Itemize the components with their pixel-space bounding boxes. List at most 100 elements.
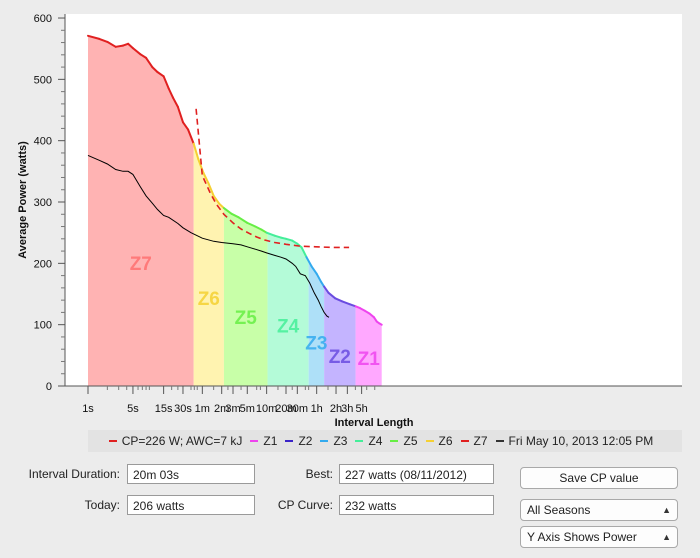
best-curve-segment <box>145 56 154 69</box>
y-axis-label: Average Power (watts) <box>17 141 29 259</box>
legend-swatch <box>250 440 259 442</box>
legend-label: Z6 <box>438 434 453 448</box>
zone-z4-label: Z4 <box>277 317 300 338</box>
y-tick-label: 0 <box>46 381 52 393</box>
legend-swatch <box>425 440 434 442</box>
season-select[interactable]: All Seasons ▲ <box>520 499 678 521</box>
chart-legend: CP=226 W; AWC=7 kJ Z1 Z2 Z3 Z4 Z5 Z6 Z7 Fri May … <box>88 430 682 452</box>
cp-curve-field: 232 watts <box>339 495 494 515</box>
zone-z6-fill <box>193 143 224 386</box>
best-curve-segment <box>254 225 263 231</box>
best-curve-segment <box>207 182 215 197</box>
legend-item: Z2 <box>285 434 312 448</box>
save-cp-button[interactable]: Save CP value <box>520 467 678 489</box>
today-label: Today: <box>84 498 120 512</box>
best-curve-segment <box>156 71 165 78</box>
best-curve-segment <box>378 322 383 326</box>
best-curve-segment <box>222 207 233 215</box>
best-curve-segment <box>202 171 210 185</box>
zone-fills <box>88 35 382 387</box>
legend-item: Z3 <box>320 434 347 448</box>
legend-item: CP=226 W; AWC=7 kJ <box>108 434 242 448</box>
best-curve-segment <box>305 256 313 268</box>
best-curve-segment <box>167 87 174 99</box>
legend-label: Z7 <box>473 434 488 448</box>
best-curve-segment <box>285 237 294 242</box>
best-curve-segment <box>310 265 318 275</box>
best-curve-segment <box>114 44 124 48</box>
best-curve-segment <box>151 66 159 73</box>
best-curve-segment <box>273 234 282 239</box>
legend-label: Fri May 10, 2013 12:05 PM <box>508 434 654 448</box>
zone-z3-fill <box>308 261 325 386</box>
x-tick-label: 5m <box>240 403 255 415</box>
best-curve-segment <box>246 221 257 228</box>
legend-swatch <box>460 440 469 442</box>
best-curve-segment <box>98 37 109 43</box>
best-curve-segment <box>127 42 134 50</box>
x-tick-label: 5s <box>127 403 139 415</box>
x-axis-label: Interval Length <box>335 417 414 429</box>
x-tick-label: 5h <box>355 403 367 415</box>
legend-label: Z4 <box>368 434 383 448</box>
best-curve-segment <box>230 212 240 219</box>
cp-model-line <box>195 108 350 249</box>
x-tick-label: 3h <box>341 403 353 415</box>
zone-z2-fill <box>324 286 356 386</box>
legend-swatch <box>320 440 329 442</box>
x-tick-label: 30m <box>287 403 308 415</box>
best-curve-segment <box>162 75 170 90</box>
best-curve-segment <box>300 246 308 259</box>
season-select-value: All Seasons <box>527 503 591 517</box>
y-axis-select-value: Y Axis Shows Power <box>527 530 637 544</box>
best-curve-segment <box>139 53 148 59</box>
best-curve-segment <box>212 194 221 205</box>
zone-z6-label: Z6 <box>198 289 220 310</box>
zone-z1-fill <box>355 306 382 386</box>
zone-z1-label: Z1 <box>358 349 381 370</box>
select-arrows-icon: ▲ <box>662 505 671 515</box>
zone-z7-fill <box>88 35 194 387</box>
interval-duration-field[interactable]: 20m 03s <box>127 464 255 484</box>
y-tick-label: 300 <box>34 197 52 209</box>
y-tick-label: 100 <box>34 320 52 332</box>
best-curve-segment <box>106 40 117 48</box>
best-label: Best: <box>305 467 333 481</box>
best-field: 227 watts (08/11/2012) <box>339 464 494 484</box>
best-curve-segment <box>87 34 101 40</box>
zone-z3-label: Z3 <box>305 334 327 355</box>
best-curve-segment <box>218 202 225 210</box>
legend-item: Z1 <box>250 434 277 448</box>
legend-swatch <box>355 440 364 442</box>
best-curve-segment <box>334 297 344 303</box>
y-axis-select[interactable]: Y Axis Shows Power ▲ <box>520 526 678 548</box>
x-tick-label: 10m <box>256 403 277 415</box>
y-axis-ticks: 0 100 200 300 400 500 600 <box>34 13 65 393</box>
legend-item: Z7 <box>460 434 488 448</box>
legend-label: Z2 <box>298 434 313 448</box>
x-tick-label: 1s <box>82 403 94 415</box>
legend-item: Z4 <box>355 434 382 448</box>
today-field: 206 watts <box>127 495 255 515</box>
zone-z5-label: Z5 <box>235 308 258 329</box>
legend-swatch <box>390 440 399 442</box>
x-tick-label: 3m <box>225 403 240 415</box>
zone-z7-label: Z7 <box>130 254 152 275</box>
legend-item: Z6 <box>425 434 453 448</box>
best-curve-segment <box>323 285 330 294</box>
x-tick-label: 30s <box>174 403 192 415</box>
y-tick-label: 600 <box>34 13 52 25</box>
best-curve-segment <box>341 300 352 306</box>
legend-item: Z5 <box>390 434 418 448</box>
best-curve-segment <box>131 47 142 56</box>
best-curve-segment <box>187 128 195 145</box>
x-tick-label: 15s <box>155 403 173 415</box>
best-curve-segment <box>315 272 322 283</box>
legend-swatch <box>108 440 117 442</box>
legend-label: Z1 <box>263 434 278 448</box>
x-tick-label: 2m <box>214 403 229 415</box>
best-curve-segment <box>182 121 190 131</box>
